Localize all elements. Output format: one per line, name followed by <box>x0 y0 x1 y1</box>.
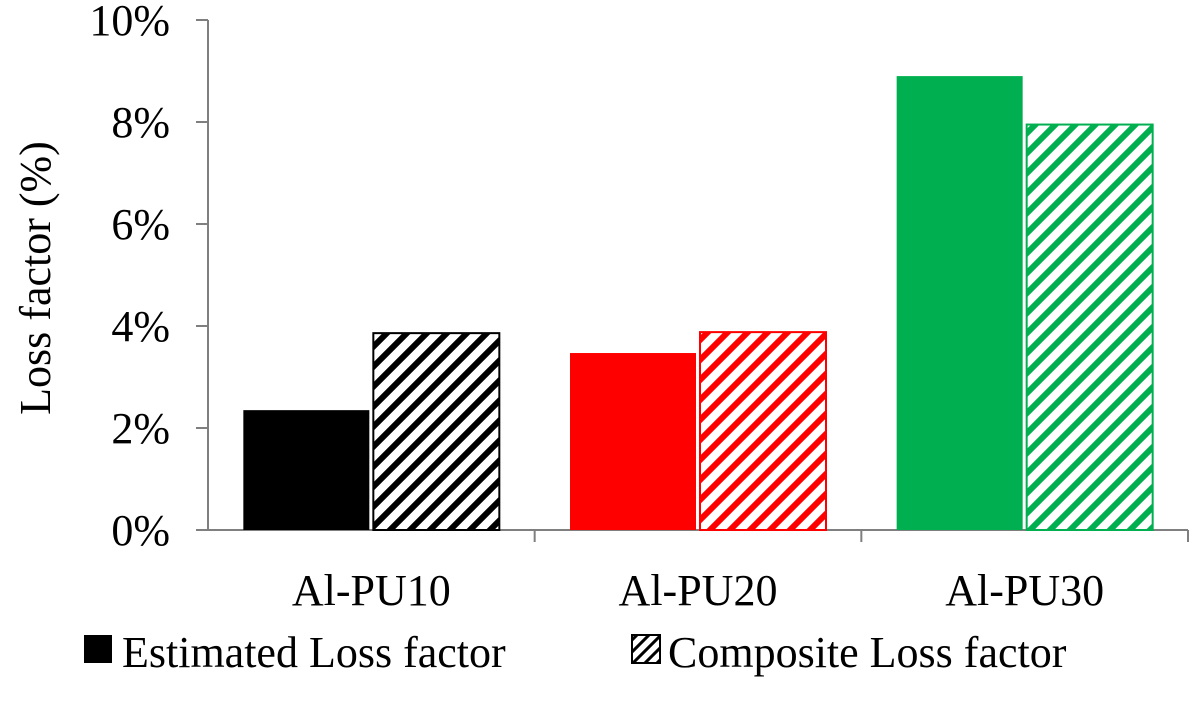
y-tick-label: 0% <box>111 506 170 555</box>
legend-swatch-solid <box>84 635 112 663</box>
x-tick-labels: Al-PU10 Al-PU20 Al-PU30 <box>292 566 1104 615</box>
legend-swatch-hatched <box>631 634 661 664</box>
legend-label: Composite Loss factor <box>668 628 1067 677</box>
bar-solid-al-pu30 <box>896 76 1023 530</box>
bar-hatched-al-pu20 <box>699 331 827 531</box>
x-tick-label: Al-PU20 <box>619 566 778 615</box>
bars <box>243 76 1154 532</box>
x-tick-label: Al-PU30 <box>945 566 1104 615</box>
axes <box>207 20 1189 542</box>
bar-hatched-al-pu30 <box>1025 123 1154 532</box>
legend: Estimated Loss factor Composite Loss fact… <box>84 628 1067 677</box>
bar-hatched-al-pu10 <box>372 332 501 532</box>
y-tick-label: 6% <box>111 200 170 249</box>
y-ticks: 0% 2% 4% 6% 8% 10% <box>89 0 208 555</box>
x-tick-label: Al-PU10 <box>292 566 451 615</box>
y-tick-label: 8% <box>111 98 170 147</box>
y-axis-title: Loss factor (%) <box>11 141 60 415</box>
y-tick-label: 2% <box>111 404 170 453</box>
y-tick-label: 4% <box>111 302 170 351</box>
bar-solid-al-pu20 <box>570 353 696 530</box>
y-tick-label: 10% <box>89 0 170 45</box>
bar-solid-al-pu10 <box>243 410 370 530</box>
legend-label: Estimated Loss factor <box>122 628 506 677</box>
